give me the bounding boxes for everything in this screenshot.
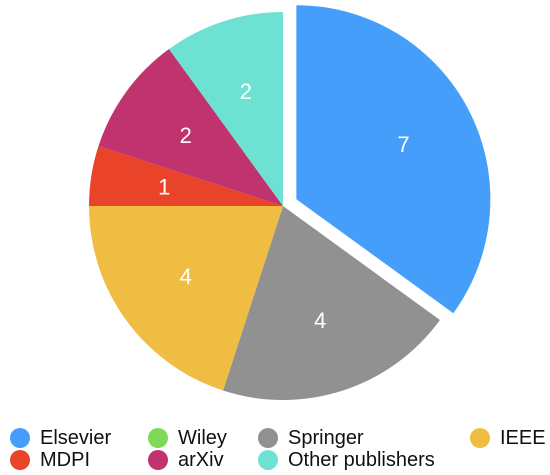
legend-label-ieee: IEEE — [500, 427, 546, 449]
legend-item-wiley[interactable]: Wiley — [148, 426, 227, 450]
legend-label-other-publishers: Other publishers — [288, 449, 435, 471]
pie-slice-elsevier[interactable] — [296, 5, 491, 314]
pie-slice-springer[interactable] — [223, 206, 440, 401]
legend-swatch-wiley — [148, 428, 168, 448]
slice-value-label-arxiv: 2 — [180, 123, 192, 148]
slice-value-label-elsevier: 7 — [397, 132, 409, 157]
legend-label-mdpi: MDPI — [40, 449, 90, 471]
legend-label-elsevier: Elsevier — [40, 427, 112, 449]
legend-label-arxiv: arXiv — [178, 449, 224, 471]
pie-slice-other-publishers[interactable] — [168, 12, 283, 206]
legend-swatch-elsevier — [10, 428, 30, 448]
slice-value-label-mdpi: 1 — [158, 175, 170, 200]
slice-value-label-other-publishers: 2 — [240, 79, 252, 104]
legend-item-springer[interactable]: Springer — [258, 426, 364, 450]
legend-label-wiley: Wiley — [178, 427, 227, 449]
slice-value-label-springer: 4 — [314, 308, 326, 333]
legend-swatch-springer — [258, 428, 278, 448]
legend-swatch-ieee — [470, 428, 490, 448]
legend-swatch-arxiv — [148, 450, 168, 470]
legend-item-mdpi[interactable]: MDPI — [10, 448, 90, 472]
legend-item-ieee[interactable]: IEEE — [470, 426, 546, 450]
legend-item-other-publishers[interactable]: Other publishers — [258, 448, 435, 472]
legend-item-arxiv[interactable]: arXiv — [148, 448, 224, 472]
legend-swatch-other-publishers — [258, 450, 278, 470]
chart-legend: Elsevier Wiley Springer IEEE MDPI arXiv … — [0, 418, 550, 475]
legend-label-springer: Springer — [288, 427, 364, 449]
legend-swatch-mdpi — [10, 450, 30, 470]
legend-item-elsevier[interactable]: Elsevier — [10, 426, 111, 450]
pie-slice-arxiv[interactable] — [98, 49, 284, 206]
pie-slice-ieee[interactable] — [89, 206, 283, 391]
slice-value-label-ieee: 4 — [180, 264, 192, 289]
pie-chart: 7 4 4 1 2 2 — [89, 5, 491, 401]
pie-slice-mdpi[interactable] — [89, 146, 283, 206]
